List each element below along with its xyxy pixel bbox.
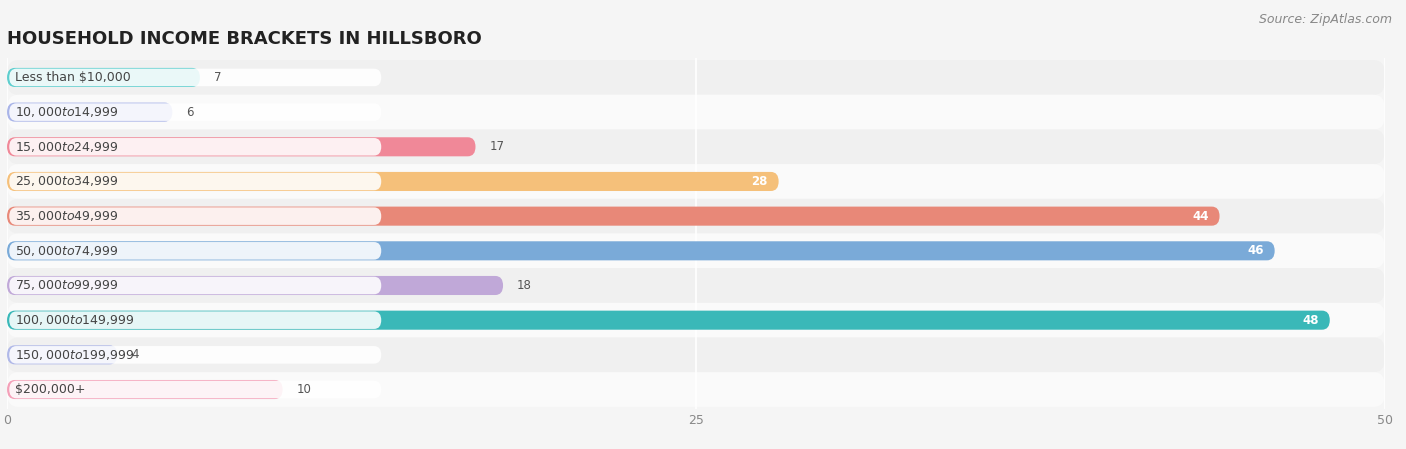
FancyBboxPatch shape	[7, 199, 1385, 233]
Text: 4: 4	[131, 348, 139, 361]
FancyBboxPatch shape	[10, 346, 381, 364]
Text: $50,000 to $74,999: $50,000 to $74,999	[14, 244, 118, 258]
FancyBboxPatch shape	[7, 95, 1385, 129]
Text: 18: 18	[517, 279, 531, 292]
FancyBboxPatch shape	[10, 69, 381, 86]
Text: $35,000 to $49,999: $35,000 to $49,999	[14, 209, 118, 223]
FancyBboxPatch shape	[7, 172, 779, 191]
Text: $10,000 to $14,999: $10,000 to $14,999	[14, 105, 118, 119]
Text: HOUSEHOLD INCOME BRACKETS IN HILLSBORO: HOUSEHOLD INCOME BRACKETS IN HILLSBORO	[7, 31, 482, 48]
FancyBboxPatch shape	[7, 380, 283, 399]
Text: $15,000 to $24,999: $15,000 to $24,999	[14, 140, 118, 154]
FancyBboxPatch shape	[10, 138, 381, 155]
FancyBboxPatch shape	[7, 102, 173, 122]
FancyBboxPatch shape	[10, 242, 381, 260]
FancyBboxPatch shape	[7, 303, 1385, 338]
FancyBboxPatch shape	[7, 207, 1219, 226]
Text: 10: 10	[297, 383, 311, 396]
FancyBboxPatch shape	[10, 277, 381, 294]
Text: Source: ZipAtlas.com: Source: ZipAtlas.com	[1258, 13, 1392, 26]
Text: $25,000 to $34,999: $25,000 to $34,999	[14, 175, 118, 189]
Text: $100,000 to $149,999: $100,000 to $149,999	[14, 313, 134, 327]
FancyBboxPatch shape	[7, 233, 1385, 268]
FancyBboxPatch shape	[7, 372, 1385, 407]
FancyBboxPatch shape	[10, 207, 381, 225]
FancyBboxPatch shape	[7, 345, 117, 365]
FancyBboxPatch shape	[7, 164, 1385, 199]
Text: 6: 6	[186, 106, 194, 119]
Text: 44: 44	[1192, 210, 1209, 223]
Text: 46: 46	[1247, 244, 1264, 257]
FancyBboxPatch shape	[10, 103, 381, 121]
FancyBboxPatch shape	[7, 268, 1385, 303]
FancyBboxPatch shape	[7, 241, 1275, 260]
Text: 48: 48	[1302, 314, 1319, 327]
Text: 17: 17	[489, 140, 505, 153]
Text: $75,000 to $99,999: $75,000 to $99,999	[14, 278, 118, 292]
FancyBboxPatch shape	[7, 137, 475, 156]
Text: $150,000 to $199,999: $150,000 to $199,999	[14, 348, 134, 362]
Text: $200,000+: $200,000+	[14, 383, 86, 396]
Text: 7: 7	[214, 71, 221, 84]
FancyBboxPatch shape	[7, 68, 200, 87]
FancyBboxPatch shape	[7, 276, 503, 295]
FancyBboxPatch shape	[7, 129, 1385, 164]
FancyBboxPatch shape	[10, 312, 381, 329]
FancyBboxPatch shape	[10, 173, 381, 190]
FancyBboxPatch shape	[7, 338, 1385, 372]
FancyBboxPatch shape	[10, 381, 381, 398]
Text: 28: 28	[751, 175, 768, 188]
Text: Less than $10,000: Less than $10,000	[14, 71, 131, 84]
FancyBboxPatch shape	[7, 311, 1330, 330]
FancyBboxPatch shape	[7, 60, 1385, 95]
